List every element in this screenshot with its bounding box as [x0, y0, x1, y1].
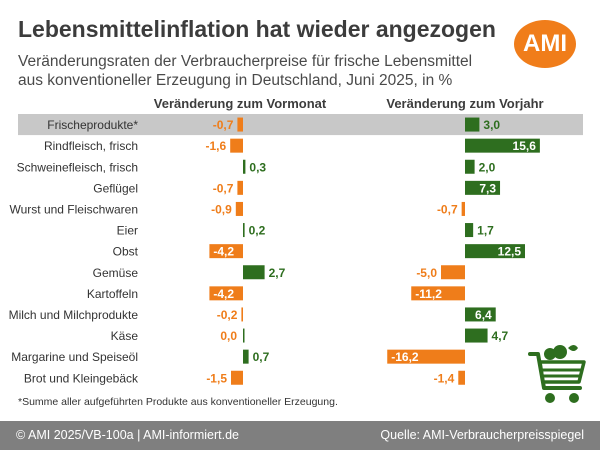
value-label-vorjahr: 1,7 [477, 224, 494, 238]
series-header-1: Veränderung zum Vorjahr [386, 96, 543, 111]
value-label-vormonat: 0,2 [249, 224, 266, 238]
value-label-vorjahr: -1,4 [434, 371, 455, 385]
bar-chart: Veränderung zum Vormonat Veränderung zum … [9, 96, 583, 408]
category-label: Eier [117, 224, 138, 238]
value-label-vormonat: -4,2 [213, 287, 234, 301]
ami-logo: AMI [514, 20, 576, 68]
page-subtitle: Veränderungsraten der Verbraucherpreise … [18, 53, 473, 89]
bar-vormonat [230, 138, 243, 153]
category-label: Wurst und Fleischwaren [10, 202, 139, 216]
bar-vorjahr [465, 138, 540, 153]
bar-vorjahr [465, 328, 488, 343]
value-label-vormonat: 2,7 [269, 266, 286, 280]
bar-vormonat [243, 159, 246, 174]
footnote: *Summe aller aufgeführten Produkte aus k… [18, 396, 338, 408]
bar-vorjahr [387, 349, 465, 364]
bar-vorjahr [465, 223, 474, 238]
value-label-vorjahr: 12,5 [498, 245, 522, 259]
bar-vorjahr [465, 244, 525, 259]
series-header-0: Veränderung zum Vormonat [154, 96, 327, 111]
bar-vorjahr [458, 370, 465, 385]
value-label-vormonat: -0,7 [213, 118, 234, 132]
value-label-vorjahr: -11,2 [415, 287, 442, 301]
bar-vorjahr [411, 286, 465, 301]
value-label-vorjahr: -5,0 [416, 266, 437, 280]
category-label: Rindfleisch, frisch [44, 139, 138, 153]
value-label-vormonat: 0,3 [249, 160, 266, 174]
value-label-vormonat: -0,7 [213, 181, 234, 195]
logo-text: AMI [523, 30, 567, 57]
category-label: Geflügel [93, 181, 138, 195]
value-label-vorjahr: 7,3 [479, 181, 496, 195]
category-label: Brot und Kleingebäck [24, 371, 139, 385]
bar-vormonat [209, 286, 243, 301]
category-label: Kartoffeln [87, 287, 138, 301]
value-label-vorjahr: 4,7 [492, 329, 509, 343]
value-label-vormonat: 0,7 [253, 350, 270, 364]
category-label: Schweinefleisch, frisch [17, 160, 138, 174]
value-label-vormonat: -0,2 [217, 308, 238, 322]
category-label: Käse [111, 329, 139, 343]
bar-vorjahr [465, 159, 475, 174]
bar-vormonat [241, 307, 243, 322]
value-label-vorjahr: 15,6 [513, 139, 537, 153]
bar-vormonat [243, 223, 245, 238]
bar-vormonat [243, 328, 245, 343]
shopping-cart-icon [528, 345, 586, 403]
bar-vorjahr [465, 307, 496, 322]
page-title: Lebensmittelinflation hat wieder angezog… [18, 16, 496, 42]
bar-vormonat [243, 265, 265, 280]
bar-vorjahr [465, 180, 501, 195]
bar-vorjahr [465, 117, 480, 132]
bar-vorjahr [461, 201, 465, 216]
value-label-vormonat: -1,6 [206, 139, 227, 153]
highlight-row [18, 114, 583, 136]
bar-vormonat [231, 370, 243, 385]
value-label-vormonat: -1,5 [206, 371, 227, 385]
value-label-vormonat: -4,2 [213, 245, 234, 259]
bar-vorjahr [441, 265, 465, 280]
value-label-vorjahr: 2,0 [479, 160, 496, 174]
bar-vormonat [237, 180, 243, 195]
bar-vormonat [209, 244, 243, 259]
value-label-vorjahr: 3,0 [483, 118, 500, 132]
category-label: Gemüse [93, 266, 139, 280]
value-label-vormonat: 0,0 [220, 329, 237, 343]
category-label: Milch und Milchprodukte [9, 308, 139, 322]
bar-vormonat [243, 349, 249, 364]
value-label-vorjahr: -0,7 [437, 202, 458, 216]
value-label-vormonat: -0,9 [211, 202, 232, 216]
bar-vormonat [237, 117, 243, 132]
footer-source: Quelle: AMI-Verbraucherpreisspiegel [380, 428, 584, 442]
value-label-vorjahr: 6,4 [475, 308, 492, 322]
category-label: Frischeprodukte* [47, 118, 138, 132]
value-label-vorjahr: -16,2 [391, 350, 419, 364]
category-label: Obst [113, 245, 139, 259]
footer: © AMI 2025/VB-100a | AMI-informiert.de Q… [0, 421, 600, 450]
category-label: Margarine und Speiseöl [11, 350, 138, 364]
bar-vormonat [235, 201, 243, 216]
footer-copyright[interactable]: © AMI 2025/VB-100a | AMI-informiert.de [16, 428, 239, 442]
